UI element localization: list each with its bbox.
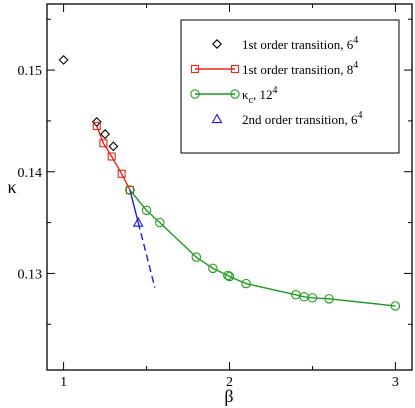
data-point-circle [390, 301, 401, 311]
legend-box [180, 19, 400, 154]
data-point-triangle [132, 216, 144, 227]
y-tick-label: 0.15 [18, 64, 43, 79]
axis-ticks [47, 4, 412, 370]
legend-marker-triangle [211, 113, 223, 124]
data-point-diamond [91, 116, 102, 127]
data-point-circle [155, 217, 165, 228]
legend-marker-square [190, 64, 200, 74]
data-point-circle [224, 271, 235, 282]
legend-marker-circle [190, 89, 200, 99]
x-axis-label: β [224, 386, 233, 406]
data-point-circle [141, 205, 152, 216]
legend-label: 2nd order transition, 64 [242, 110, 363, 127]
legend-label: 1st order transition, 84 [242, 60, 358, 77]
data-point-diamond [100, 129, 111, 140]
legend: 1st order transition, 64 1st order transi… [180, 19, 400, 154]
data-point-circle [125, 185, 135, 195]
data-point-diamond [108, 141, 119, 152]
series-line-1st-order-transition-8 [96, 125, 131, 191]
series-lines [96, 125, 396, 307]
data-point-diamond [58, 54, 69, 65]
data-point-square [107, 152, 116, 161]
data-point-square [92, 121, 101, 131]
data-point-circle [223, 270, 233, 281]
legend-label: 1st order transition, 64 [242, 35, 358, 52]
data-point-circle [324, 294, 334, 304]
legend-marker-circle [230, 89, 240, 99]
legend-label: κc, 124 [242, 85, 278, 106]
legend-marker-square [230, 64, 240, 74]
connector-line-dashed [137, 222, 156, 288]
data-point-square [117, 169, 126, 178]
data-point-circle [208, 263, 218, 274]
data-point-circle [307, 293, 318, 303]
data-point-square [125, 186, 135, 195]
x-tick-label: 2 [226, 375, 233, 390]
series-line- [129, 189, 396, 307]
x-tick-label: 3 [392, 375, 399, 390]
x-tick-label: 1 [60, 375, 67, 390]
y-axis-label: κ [7, 177, 16, 197]
data-point-circle [241, 278, 251, 289]
connector-line-solid [129, 189, 139, 223]
data-point-circle [191, 252, 202, 262]
data-point-square [99, 139, 108, 148]
series-markers [58, 54, 401, 311]
legend-marker-diamond [212, 39, 222, 49]
y-tick-label: 0.13 [18, 267, 43, 282]
y-tick-label: 0.14 [18, 166, 43, 181]
axis-tick-labels: 1 2 3 0.13 0.14 0.15 [18, 64, 399, 390]
